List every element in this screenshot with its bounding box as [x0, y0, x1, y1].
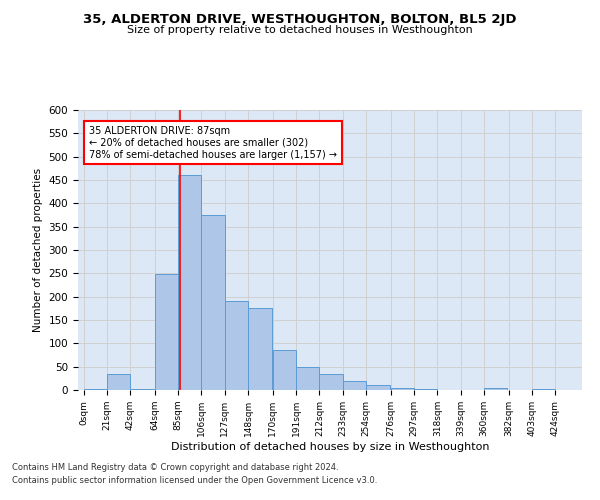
Bar	[107, 374, 130, 390]
Bar	[273, 350, 296, 390]
Bar	[532, 389, 555, 390]
Bar	[296, 366, 319, 390]
Bar	[484, 388, 508, 390]
Bar	[343, 380, 366, 390]
Bar	[130, 389, 154, 390]
Bar	[155, 274, 178, 390]
X-axis label: Distribution of detached houses by size in Westhoughton: Distribution of detached houses by size …	[171, 442, 489, 452]
Bar	[225, 302, 248, 390]
Text: 35 ALDERTON DRIVE: 87sqm
← 20% of detached houses are smaller (302)
78% of semi-: 35 ALDERTON DRIVE: 87sqm ← 20% of detach…	[89, 126, 337, 160]
Bar	[414, 389, 437, 390]
Bar	[319, 374, 343, 390]
Bar	[178, 176, 202, 390]
Bar	[391, 388, 414, 390]
Bar	[366, 386, 389, 390]
Text: Size of property relative to detached houses in Westhoughton: Size of property relative to detached ho…	[127, 25, 473, 35]
Text: Contains HM Land Registry data © Crown copyright and database right 2024.: Contains HM Land Registry data © Crown c…	[12, 464, 338, 472]
Bar	[248, 308, 272, 390]
Text: 35, ALDERTON DRIVE, WESTHOUGHTON, BOLTON, BL5 2JD: 35, ALDERTON DRIVE, WESTHOUGHTON, BOLTON…	[83, 12, 517, 26]
Bar	[202, 215, 225, 390]
Bar	[83, 389, 107, 390]
Y-axis label: Number of detached properties: Number of detached properties	[33, 168, 43, 332]
Text: Contains public sector information licensed under the Open Government Licence v3: Contains public sector information licen…	[12, 476, 377, 485]
